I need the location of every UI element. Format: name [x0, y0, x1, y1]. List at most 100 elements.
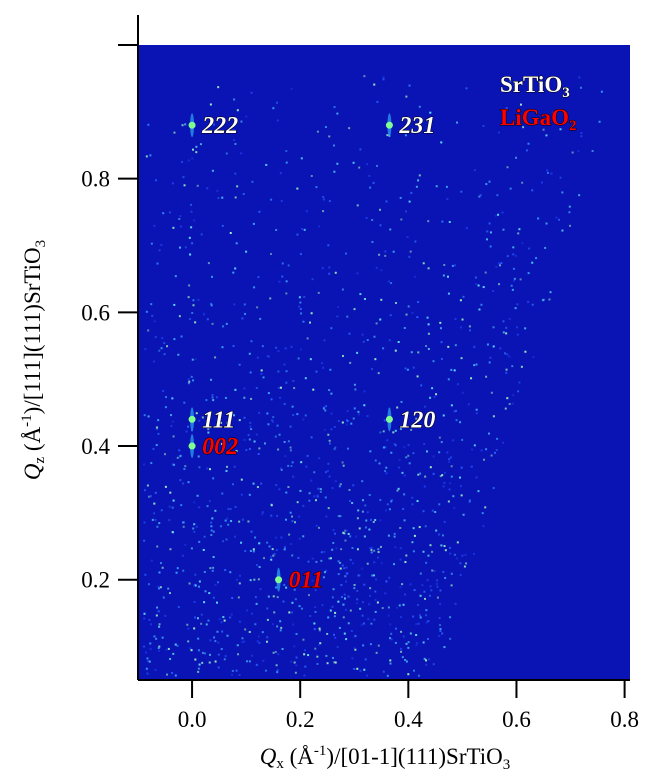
noise-speck [212, 530, 215, 533]
noise-speck [252, 222, 255, 225]
noise-speck [363, 75, 366, 78]
noise-speck [362, 622, 365, 625]
noise-speck [382, 670, 385, 673]
noise-speck [333, 170, 336, 173]
noise-speck [197, 670, 200, 673]
x-tick-label: 0.6 [502, 707, 531, 732]
noise-speck [330, 392, 333, 395]
noise-speck [535, 257, 538, 260]
noise-speck [168, 505, 171, 508]
noise-speck [267, 392, 270, 395]
noise-speck [329, 557, 332, 560]
noise-speck [275, 484, 278, 487]
noise-speck [315, 524, 318, 527]
noise-speck [332, 529, 335, 532]
noise-speck [368, 594, 371, 597]
noise-speck [317, 578, 320, 581]
noise-speck [254, 536, 257, 539]
noise-speck [275, 346, 278, 349]
noise-speck [222, 325, 225, 328]
noise-speck [158, 522, 161, 525]
noise-speck [475, 412, 478, 415]
noise-speck [217, 197, 220, 200]
noise-speck [248, 630, 251, 633]
noise-speck [272, 651, 275, 654]
noise-speck [214, 509, 217, 512]
noise-speck [216, 189, 219, 192]
noise-speck [578, 194, 581, 197]
noise-speck [269, 297, 272, 300]
noise-speck [371, 574, 374, 577]
noise-speck [459, 299, 462, 302]
noise-speck [236, 644, 239, 647]
noise-speck [245, 115, 248, 118]
noise-speck [252, 482, 255, 485]
noise-speck [376, 164, 379, 167]
noise-speck [379, 208, 382, 211]
noise-speck [420, 384, 423, 387]
noise-speck [408, 200, 411, 203]
noise-speck [292, 414, 295, 417]
noise-speck [415, 644, 418, 647]
noise-speck [302, 535, 305, 538]
noise-speck [191, 157, 194, 160]
noise-speck [484, 506, 487, 509]
noise-speck [398, 466, 401, 469]
noise-speck [299, 348, 302, 351]
noise-speck [339, 561, 342, 564]
noise-speck [290, 660, 293, 663]
noise-speck [571, 151, 574, 154]
noise-speck [214, 640, 217, 643]
noise-speck [404, 367, 407, 370]
noise-speck [176, 456, 179, 459]
noise-speck [182, 525, 185, 528]
noise-speck [362, 644, 365, 647]
noise-speck [233, 465, 236, 468]
noise-speck [443, 545, 446, 548]
noise-speck [163, 342, 166, 345]
noise-speck [276, 671, 279, 674]
noise-speck [163, 353, 166, 356]
noise-speck [344, 608, 347, 611]
noise-speck [150, 303, 153, 306]
noise-speck [412, 550, 415, 553]
noise-speck [143, 521, 146, 524]
noise-speck [256, 640, 259, 643]
noise-speck [208, 500, 211, 503]
noise-speck [325, 405, 328, 408]
noise-speck [508, 355, 511, 358]
noise-speck [315, 370, 318, 373]
noise-speck [351, 657, 354, 660]
noise-speck [509, 187, 512, 190]
noise-speck [456, 121, 459, 124]
noise-speck [375, 322, 378, 325]
noise-speck [223, 658, 226, 661]
noise-speck [346, 315, 349, 318]
noise-speck [327, 244, 330, 247]
noise-speck [393, 535, 396, 538]
noise-speck [370, 551, 373, 554]
noise-speck [260, 369, 263, 372]
noise-speck [328, 266, 331, 269]
noise-speck [468, 325, 471, 328]
noise-speck [145, 667, 148, 670]
noise-speck [429, 585, 432, 588]
noise-speck [373, 335, 376, 338]
noise-speck [351, 502, 354, 505]
noise-speck [206, 187, 209, 190]
noise-speck [153, 360, 156, 363]
noise-speck [443, 520, 446, 523]
noise-speck [352, 417, 355, 420]
noise-speck [448, 546, 451, 549]
noise-speck [407, 305, 410, 308]
noise-speck [168, 519, 171, 522]
noise-speck [380, 269, 383, 272]
noise-speck [290, 345, 293, 348]
noise-speck [372, 520, 375, 523]
noise-speck [156, 606, 159, 609]
noise-speck [337, 560, 340, 563]
noise-speck [506, 166, 509, 169]
noise-speck [174, 275, 177, 278]
noise-speck [323, 406, 326, 409]
noise-speck [387, 534, 390, 537]
